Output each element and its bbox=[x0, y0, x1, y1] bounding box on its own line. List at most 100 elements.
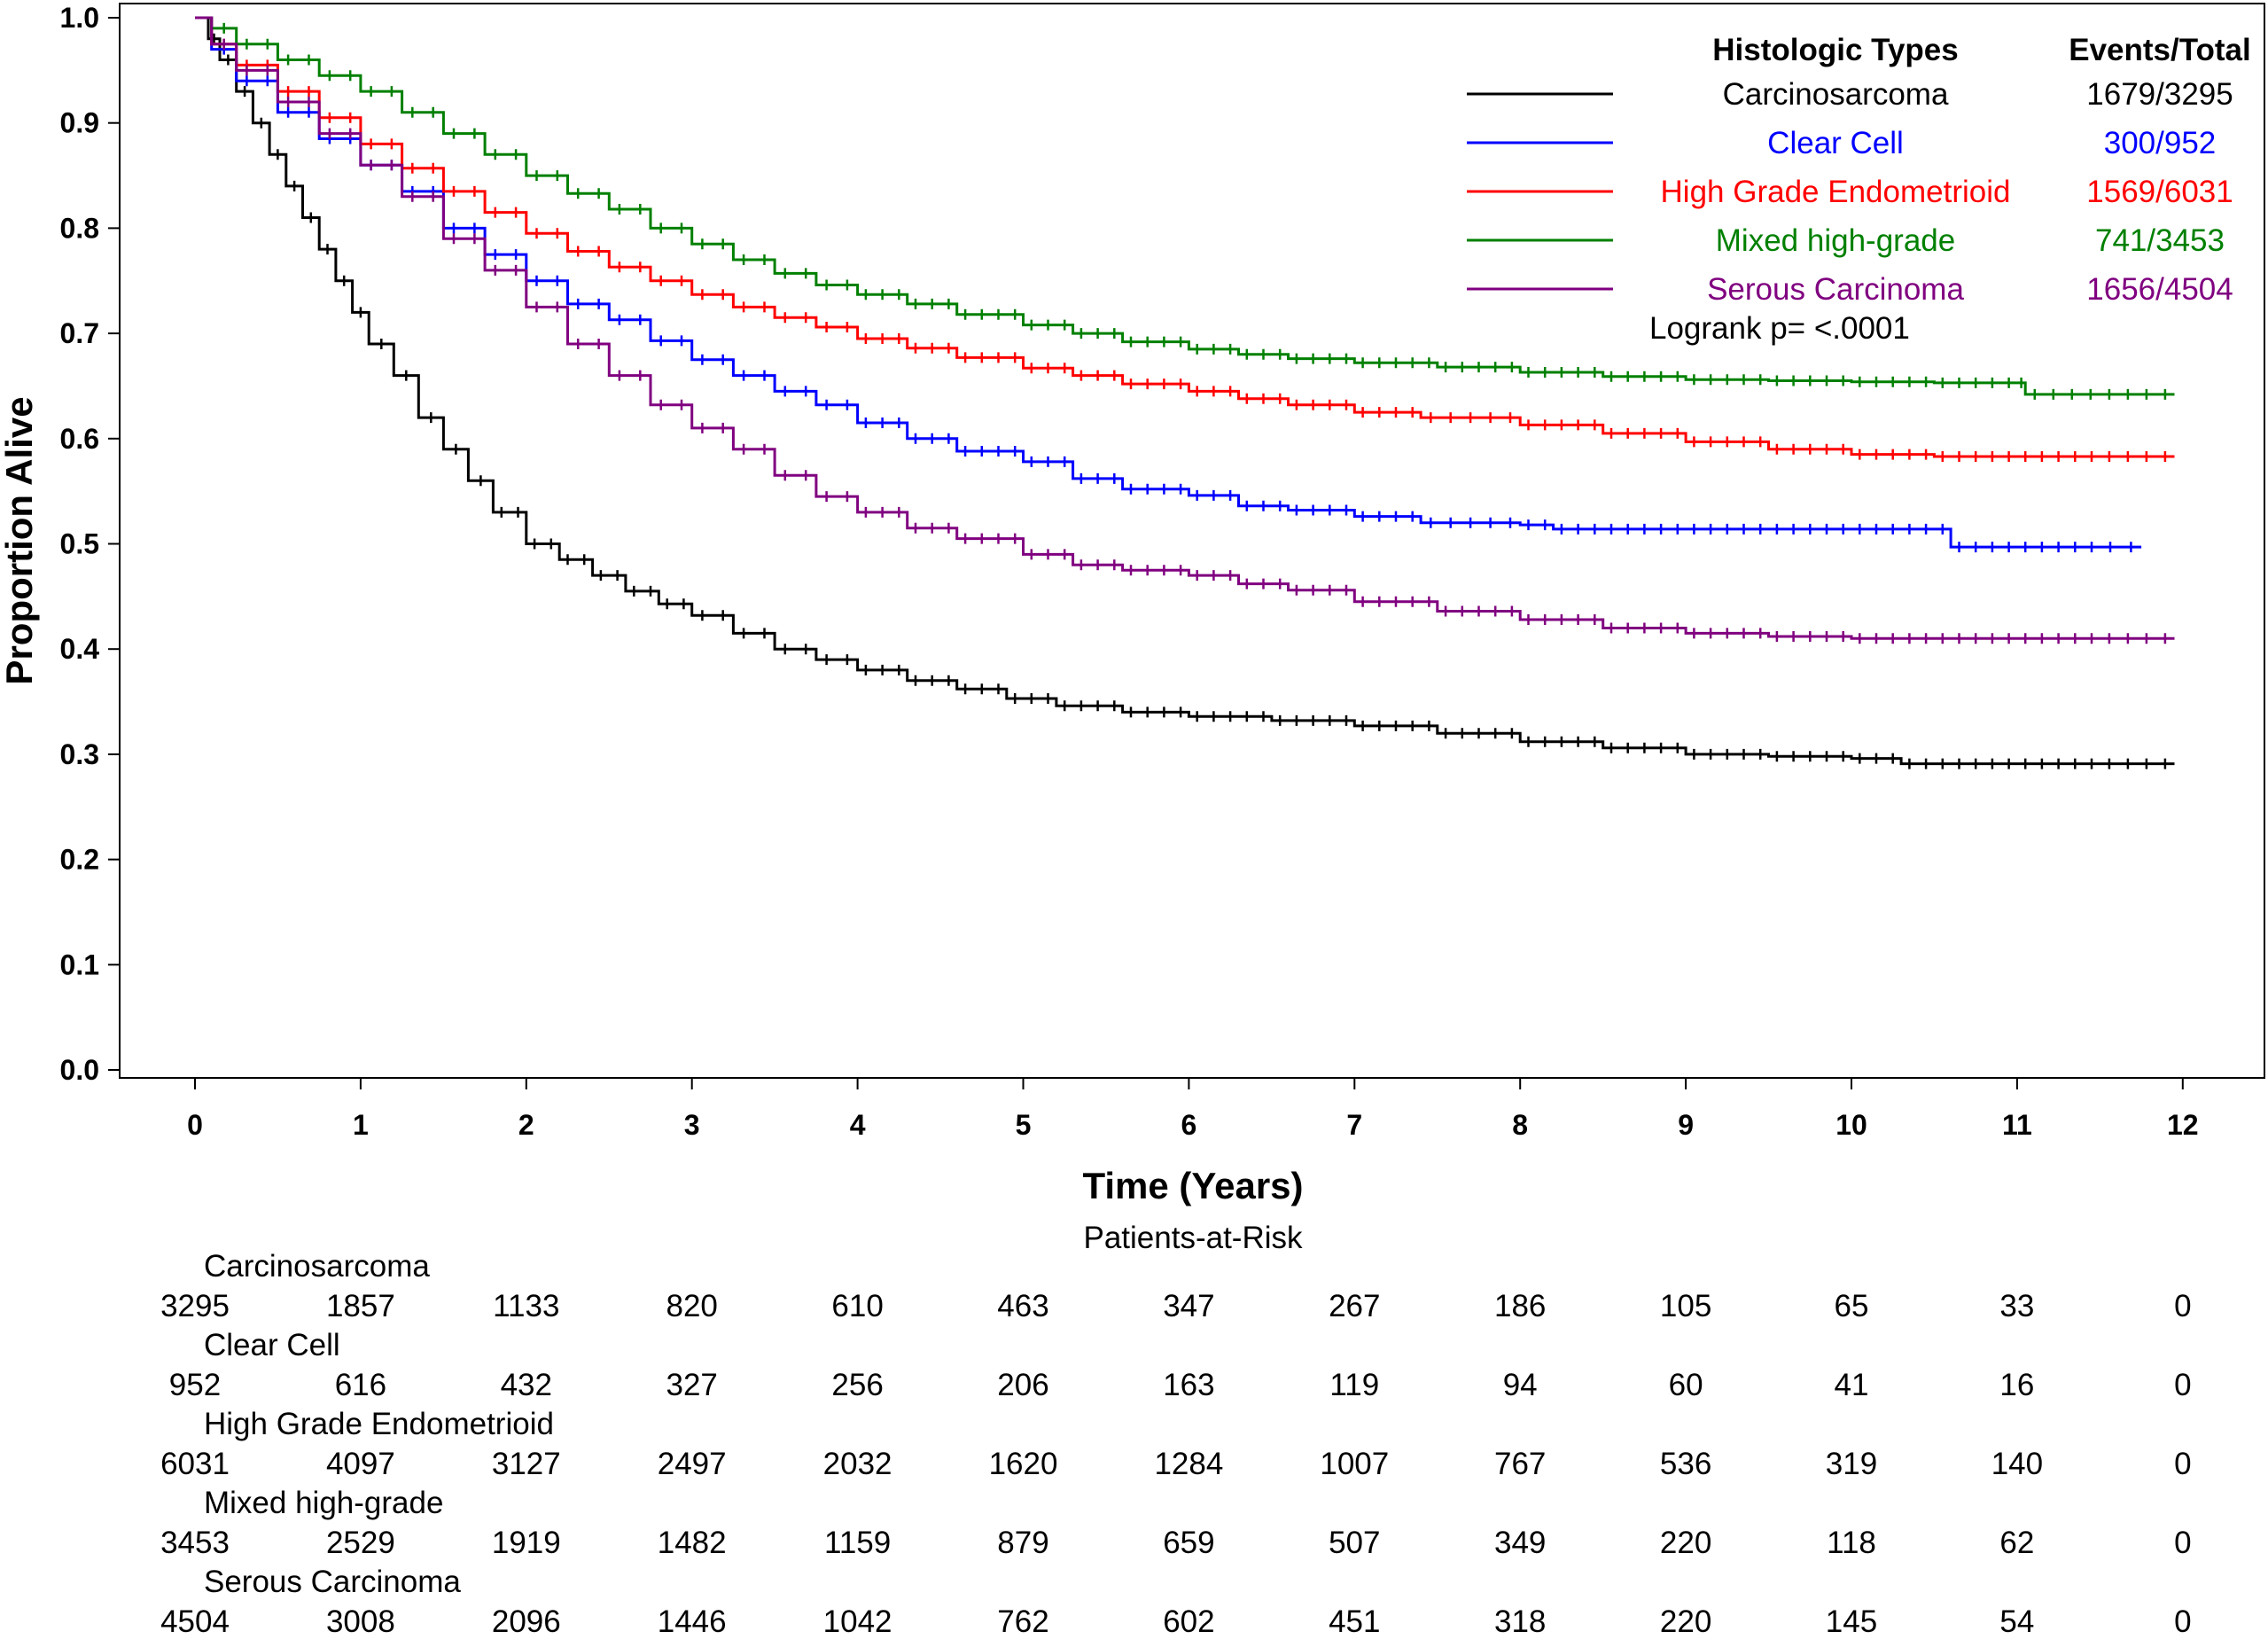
risk-value: 1919 bbox=[492, 1526, 561, 1560]
risk-value: 1284 bbox=[1154, 1447, 1223, 1481]
risk-value: 1159 bbox=[824, 1526, 891, 1560]
risk-value: 60 bbox=[1669, 1368, 1703, 1402]
risk-value: 220 bbox=[1660, 1604, 1711, 1639]
risk-value: 0 bbox=[2174, 1447, 2191, 1481]
x-axis-title: Time (Years) bbox=[1082, 1165, 1303, 1206]
risk-value: 41 bbox=[1835, 1368, 1869, 1402]
risk-value: 602 bbox=[1163, 1604, 1214, 1639]
risk-row-label: Serous Carcinoma bbox=[204, 1565, 461, 1599]
risk-value: 820 bbox=[666, 1289, 717, 1323]
risk-row-label: Clear Cell bbox=[204, 1328, 340, 1362]
risk-value: 349 bbox=[1494, 1526, 1546, 1560]
y-tick-label: 0.2 bbox=[60, 844, 99, 876]
censor-marks-serous-carcinoma bbox=[222, 38, 2167, 644]
y-tick-label: 0.5 bbox=[60, 528, 99, 560]
logrank-text: Logrank p= <.0001 bbox=[1649, 311, 1910, 346]
legend-header-events: Events/Total bbox=[2069, 33, 2251, 67]
survival-curves bbox=[195, 16, 2175, 769]
risk-value: 507 bbox=[1329, 1526, 1380, 1560]
risk-value: 952 bbox=[169, 1368, 221, 1402]
risk-value: 879 bbox=[997, 1526, 1048, 1560]
risk-value: 347 bbox=[1163, 1289, 1214, 1323]
x-tick-label: 6 bbox=[1181, 1109, 1197, 1141]
risk-value: 0 bbox=[2174, 1526, 2191, 1560]
risk-value: 3008 bbox=[326, 1604, 395, 1639]
risk-value: 767 bbox=[1494, 1447, 1546, 1481]
risk-value: 0 bbox=[2174, 1604, 2191, 1639]
risk-row-label: Mixed high-grade bbox=[204, 1486, 443, 1520]
y-tick-label: 0.3 bbox=[60, 738, 99, 770]
risk-value: 140 bbox=[1991, 1447, 2043, 1481]
x-tick-label: 4 bbox=[850, 1109, 866, 1141]
risk-value: 2497 bbox=[658, 1447, 727, 1481]
legend-label: Serous Carcinoma bbox=[1707, 272, 1964, 307]
risk-value: 2529 bbox=[326, 1526, 395, 1560]
risk-value: 4097 bbox=[326, 1447, 395, 1481]
risk-row-label: Carcinosarcoma bbox=[204, 1249, 430, 1284]
curve-carcinosarcoma bbox=[195, 16, 2175, 766]
risk-value: 451 bbox=[1329, 1604, 1380, 1639]
risk-row-label: High Grade Endometrioid bbox=[204, 1407, 554, 1441]
risk-value: 463 bbox=[997, 1289, 1048, 1323]
legend-events: 300/952 bbox=[2104, 126, 2217, 160]
risk-value: 186 bbox=[1494, 1289, 1546, 1323]
risk-value: 1133 bbox=[493, 1289, 559, 1323]
risk-value: 118 bbox=[1827, 1526, 1876, 1560]
risk-table: Patients-at-Risk Carcinosarcoma 3295 1857 1… bbox=[160, 1221, 2191, 1639]
risk-value: 4504 bbox=[160, 1604, 230, 1639]
x-tick-label: 10 bbox=[1835, 1109, 1867, 1141]
risk-value: 1007 bbox=[1320, 1447, 1389, 1481]
risk-rows: Carcinosarcoma 3295 1857 1133 820 610 463 347 26… bbox=[160, 1249, 2191, 1639]
risk-value: 659 bbox=[1163, 1526, 1214, 1560]
x-tick-label: 9 bbox=[1678, 1109, 1694, 1141]
legend-label: Mixed high-grade bbox=[1716, 223, 1955, 258]
y-tick-label: 0.4 bbox=[60, 633, 100, 665]
risk-value: 2096 bbox=[492, 1604, 561, 1639]
risk-value: 65 bbox=[1835, 1289, 1869, 1323]
risk-value: 319 bbox=[1826, 1447, 1877, 1481]
y-tick-label: 0.1 bbox=[60, 948, 99, 980]
y-axis-title: Proportion Alive bbox=[0, 396, 40, 684]
legend-events: 741/3453 bbox=[2095, 223, 2225, 258]
risk-value: 536 bbox=[1660, 1447, 1711, 1481]
censor-marks-carcinosarcoma bbox=[213, 33, 2167, 769]
x-tick-label: 12 bbox=[2167, 1109, 2199, 1141]
risk-value: 62 bbox=[1999, 1526, 2034, 1560]
legend-label: Carcinosarcoma bbox=[1723, 77, 1949, 112]
risk-value: 3453 bbox=[160, 1526, 230, 1560]
legend-header-types: Histologic Types bbox=[1712, 33, 1958, 67]
risk-value: 119 bbox=[1329, 1368, 1379, 1402]
risk-value: 2032 bbox=[823, 1447, 892, 1481]
risk-value: 267 bbox=[1329, 1289, 1380, 1323]
y-tick-label: 1.0 bbox=[60, 2, 99, 34]
y-tick-label: 0.0 bbox=[60, 1054, 99, 1086]
risk-value: 318 bbox=[1494, 1604, 1546, 1639]
legend-label: Clear Cell bbox=[1767, 126, 1904, 160]
x-tick-label: 11 bbox=[2002, 1109, 2032, 1141]
risk-value: 610 bbox=[831, 1289, 883, 1323]
risk-value: 145 bbox=[1826, 1604, 1877, 1639]
y-axis: 0.0 0.1 0.2 0.3 0.4 0.5 0.6 0.7 0.8 0.9 1.0 bbox=[60, 2, 120, 1086]
risk-value: 220 bbox=[1660, 1526, 1711, 1560]
legend-events: 1569/6031 bbox=[2086, 175, 2233, 209]
y-tick-label: 0.8 bbox=[60, 212, 99, 244]
risk-table-title: Patients-at-Risk bbox=[1083, 1221, 1303, 1255]
risk-value: 54 bbox=[1999, 1604, 2034, 1639]
x-tick-label: 5 bbox=[1016, 1109, 1032, 1141]
x-tick-label: 3 bbox=[684, 1109, 700, 1141]
risk-value: 1482 bbox=[658, 1526, 727, 1560]
risk-value: 206 bbox=[997, 1368, 1048, 1402]
censor-marks-mixed-high-grade bbox=[222, 22, 2167, 400]
legend: Histologic Types Events/Total Carcinosar… bbox=[1467, 33, 2251, 346]
x-tick-label: 1 bbox=[353, 1109, 369, 1141]
risk-value: 432 bbox=[501, 1368, 552, 1402]
y-tick-label: 0.6 bbox=[60, 423, 99, 455]
risk-value: 1446 bbox=[658, 1604, 727, 1639]
risk-value: 1620 bbox=[989, 1447, 1058, 1481]
y-tick-label: 0.7 bbox=[60, 317, 99, 349]
risk-value: 163 bbox=[1163, 1368, 1214, 1402]
risk-value: 16 bbox=[1999, 1368, 2034, 1402]
legend-label: High Grade Endometrioid bbox=[1661, 175, 2011, 209]
risk-value: 327 bbox=[666, 1368, 717, 1402]
